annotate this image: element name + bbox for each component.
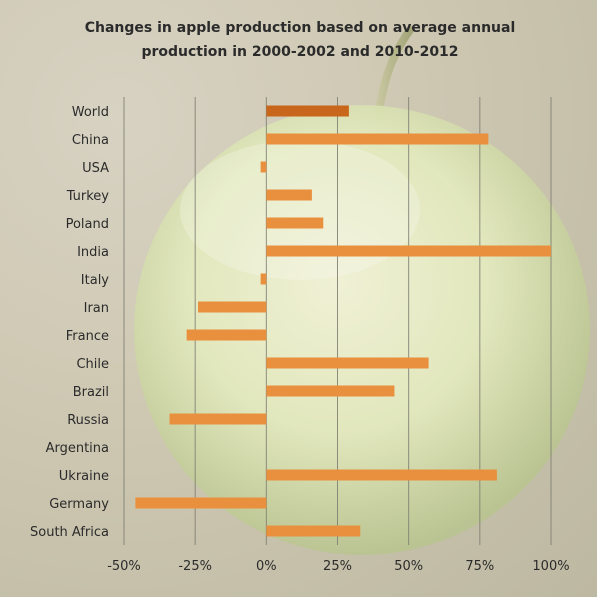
bar [186, 329, 267, 341]
bar [135, 497, 267, 509]
category-label: Poland [66, 217, 109, 232]
category-label: Brazil [73, 385, 109, 400]
x-tick-label: -25% [178, 559, 212, 574]
x-tick-label: 0% [256, 559, 277, 574]
category-label: World [72, 105, 109, 120]
category-label: Argentina [46, 441, 109, 456]
x-tick-label: 100% [532, 559, 569, 574]
bar [260, 161, 267, 173]
x-tick-label: -50% [107, 559, 141, 574]
bar [260, 273, 267, 285]
bar [266, 245, 551, 257]
x-tick-label: 25% [323, 559, 352, 574]
category-label: India [77, 245, 109, 260]
bars [135, 105, 551, 537]
category-label: Germany [49, 497, 109, 512]
category-label: Italy [81, 273, 110, 288]
category-label: China [72, 133, 109, 148]
apple-body [134, 105, 590, 555]
category-label: Turkey [66, 189, 110, 204]
category-label: USA [82, 161, 109, 176]
chart-title-line-1: Changes in apple production based on ave… [85, 20, 516, 36]
category-label: Chile [76, 357, 109, 372]
category-label: France [66, 329, 109, 344]
bar [266, 217, 324, 229]
x-tick-label: 75% [465, 559, 494, 574]
bar [266, 133, 489, 145]
category-label: South Africa [30, 525, 109, 540]
bar [198, 301, 267, 313]
bar [266, 385, 395, 397]
category-label: Ukraine [59, 469, 109, 484]
category-labels: World China USA Turkey Poland India Italy Iran F… [30, 105, 109, 540]
bar [266, 469, 497, 481]
bar [266, 105, 349, 117]
x-tick-label: 50% [394, 559, 423, 574]
bar [266, 525, 361, 537]
chart-title: Changes in apple production based on ave… [85, 20, 516, 60]
apple-highlight [180, 140, 420, 280]
category-label: Iran [84, 301, 109, 316]
chart-title-line-2: production in 2000-2002 and 2010-2012 [141, 44, 458, 60]
category-label: Russia [67, 413, 109, 428]
x-axis-ticks: -50% -25% 0% 25% 50% 75% 100% [107, 559, 569, 574]
bar [266, 189, 312, 201]
bar [169, 413, 267, 425]
bar [266, 357, 429, 369]
